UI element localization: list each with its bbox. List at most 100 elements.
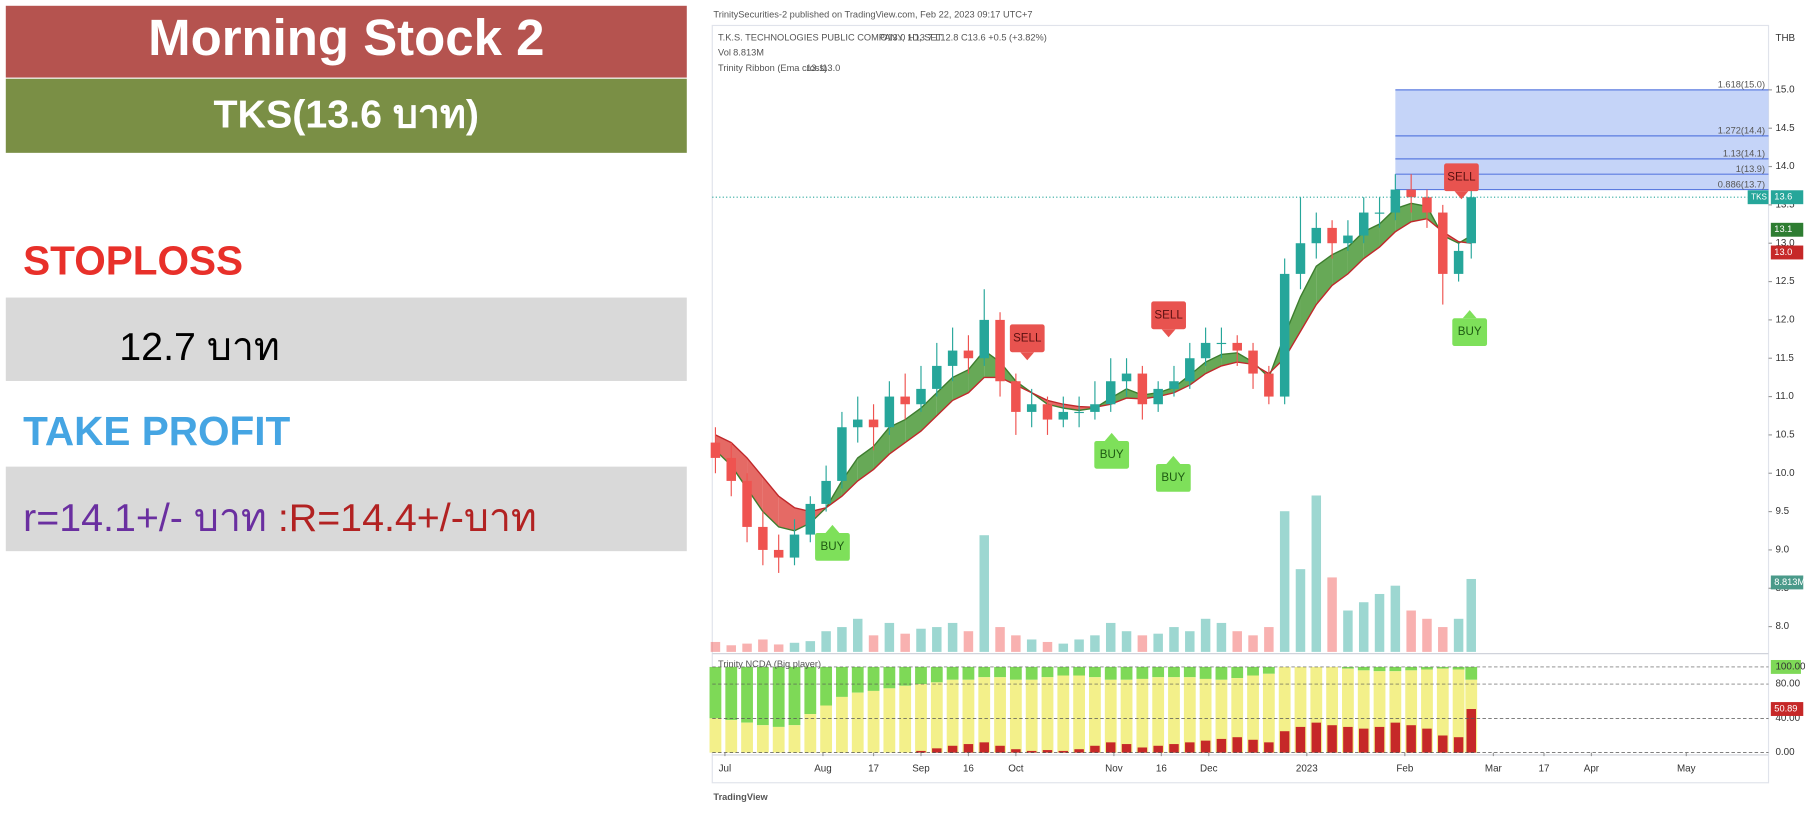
indicator-mid (1436, 668, 1449, 753)
indicator-mid (1247, 675, 1259, 753)
volume-bar (1074, 639, 1084, 652)
indicator-bar (1058, 750, 1069, 753)
volume-bar (884, 622, 895, 652)
indicator-mid (836, 696, 848, 753)
candle-body (1358, 212, 1369, 236)
y-tick-label: 15.0 (1775, 84, 1795, 95)
candle-body (758, 526, 768, 550)
indicator-top (1342, 666, 1354, 669)
candle-body (1438, 212, 1448, 274)
candle-body (916, 388, 926, 405)
candle-body (1422, 197, 1432, 213)
chart: 8.08.59.09.510.010.511.011.512.012.513.0… (709, 80, 1806, 774)
indicator-top (1136, 666, 1149, 679)
source: TrinitySecurities-2 published on Trading… (713, 10, 1032, 20)
volume-bar (932, 627, 942, 652)
candle-body (852, 419, 863, 428)
candle-body (979, 319, 989, 359)
signal-label: BUY (821, 541, 845, 553)
ribbon-fill (936, 377, 953, 416)
indicator-top (946, 666, 959, 680)
ribbon-fill (889, 419, 906, 455)
indicator-top (1465, 666, 1478, 680)
take-profit-value: r=14.1+/- บาท :R=14.4+/-บาท (23, 496, 537, 540)
volume-bar (1390, 585, 1401, 652)
ribbon-fill (920, 392, 937, 432)
volume-bar (1185, 631, 1195, 652)
ribbon-fill (841, 457, 858, 497)
indicator-mid (741, 722, 753, 753)
x-tick-label: 17 (868, 763, 879, 774)
signal-box (1094, 440, 1130, 469)
candle-body (1264, 373, 1274, 397)
volume-bar (1137, 635, 1148, 652)
indicator-top (1073, 666, 1086, 676)
indicator-bar (1169, 744, 1179, 753)
indicator-top (741, 666, 753, 723)
candle-body (1374, 212, 1385, 214)
indicator-top (1183, 666, 1196, 678)
signal-pointer (1462, 310, 1477, 319)
volume-bar (868, 635, 879, 652)
indicator-top (836, 666, 848, 697)
fib-label: 1(13.9) (1736, 164, 1765, 174)
take-profit-box (5, 466, 687, 552)
candle-body (1216, 342, 1227, 345)
currency: THB (1775, 33, 1795, 44)
indicator-bar (947, 745, 958, 753)
volume-bar (758, 639, 768, 652)
candle-body (710, 442, 721, 458)
volume-bar (1232, 631, 1242, 652)
indicator-bar (1311, 722, 1322, 753)
candle-body (1026, 404, 1037, 412)
indicator-bar (1026, 750, 1037, 753)
y-tick-label: 9.0 (1775, 545, 1789, 556)
ribbon-slow-tag: 13.0 (1774, 247, 1792, 257)
indicator-top (1041, 666, 1054, 678)
volume-bar (726, 645, 736, 652)
candle-body (1466, 197, 1476, 244)
volume-bar (773, 644, 784, 652)
indicator-bar (1090, 745, 1100, 753)
candle-body (1105, 381, 1116, 405)
indicator-mid (1342, 668, 1354, 753)
indicator-mid (1041, 677, 1054, 753)
indicator-mid (1089, 677, 1101, 753)
candle-body (1121, 373, 1132, 382)
volume-bar (1216, 622, 1227, 652)
indicator-top (1089, 666, 1101, 678)
indicator-mid (883, 688, 896, 753)
volume-bar (1327, 577, 1337, 652)
indicator-mid (1231, 678, 1244, 753)
signal-label: BUY (1458, 326, 1482, 338)
indicator-bar (1406, 725, 1416, 753)
candle-body (1248, 350, 1258, 374)
volume-bar (1422, 618, 1432, 652)
indicator-mid (1278, 666, 1291, 753)
indicator-top (1421, 666, 1433, 670)
signal-pointer (1454, 191, 1469, 200)
signal-label: BUY (1100, 449, 1124, 461)
indicator-top (1057, 666, 1070, 676)
indicator-mid (1025, 679, 1038, 753)
indicator-mid (867, 690, 880, 753)
indicator-mid (804, 714, 817, 753)
indicator-mid (1215, 679, 1228, 753)
indicator-bar (1422, 728, 1432, 753)
x-tick-label: Mar (1485, 763, 1503, 774)
signal-pointer (1020, 352, 1035, 361)
indicator-top (1262, 666, 1275, 674)
indicator-bar (1153, 745, 1163, 753)
candle-body (1074, 411, 1084, 414)
indicator-top (994, 666, 1006, 678)
ribbon-fill (747, 457, 763, 512)
indicator-top (1215, 666, 1228, 680)
candle-body (1011, 381, 1021, 412)
signal-box (1444, 163, 1479, 192)
indicator-top (899, 666, 912, 686)
indicator-top (756, 666, 769, 726)
fib-label: 1.272(14.4) (1718, 126, 1765, 136)
ribbon-fill (952, 369, 969, 401)
indicator-top (1452, 666, 1465, 670)
